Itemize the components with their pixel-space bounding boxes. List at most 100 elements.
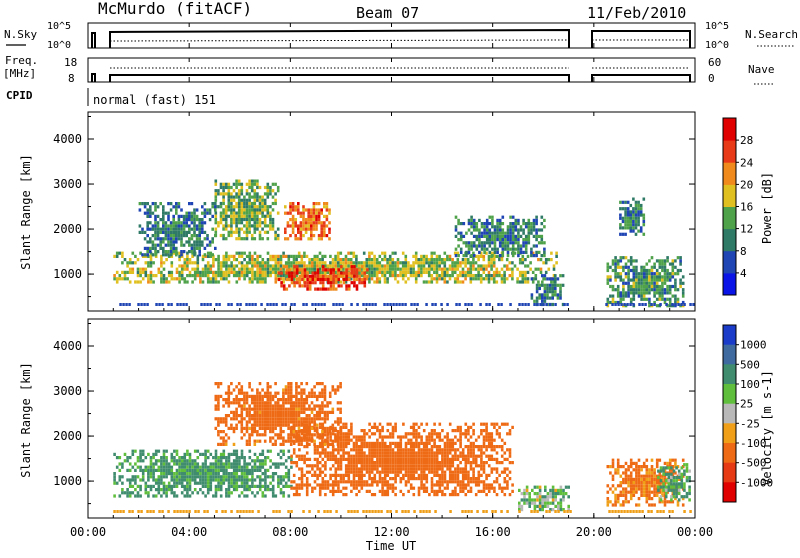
echo-cell — [217, 271, 220, 274]
echo-cell — [540, 271, 543, 274]
echo-cell — [457, 268, 460, 271]
echo-cell — [180, 237, 183, 240]
echo-cell — [355, 442, 358, 445]
echo-cell — [287, 212, 290, 215]
echo-cell — [637, 204, 640, 207]
echo-cell — [322, 268, 325, 271]
echo-cell — [441, 258, 444, 261]
echo-cell — [332, 464, 335, 467]
echo-cell — [300, 221, 303, 224]
echo-cell — [666, 279, 669, 282]
echo-cell — [261, 404, 264, 407]
echo-cell — [139, 485, 142, 488]
echo-cell — [236, 274, 239, 277]
echo-cell — [431, 261, 434, 264]
echo-cell — [335, 458, 338, 461]
echo-cell — [272, 221, 275, 224]
echo-cell — [246, 482, 249, 485]
echo-cell — [459, 445, 462, 448]
echo-cell — [635, 207, 638, 210]
echo-cell — [368, 252, 371, 255]
echo-cell — [462, 271, 465, 274]
echo-cell — [202, 482, 205, 485]
echo-cell — [241, 414, 244, 417]
echo-cell — [329, 435, 332, 438]
echo-cell — [522, 258, 525, 261]
echo-cell — [212, 258, 215, 261]
echo-cell — [312, 281, 315, 284]
echo-cell — [541, 284, 544, 287]
echo-cell — [387, 487, 390, 490]
echo-cell — [327, 278, 330, 281]
echo-cell — [338, 275, 341, 278]
echo-cell — [225, 215, 228, 218]
echo-cell — [246, 420, 249, 423]
echo-cell — [246, 427, 249, 430]
echo-cell — [220, 234, 223, 237]
echo-cell — [392, 448, 395, 451]
echo-cell — [289, 234, 292, 237]
echo-cell — [198, 218, 201, 221]
echo-cell — [511, 261, 514, 264]
echo-cell — [313, 224, 316, 227]
echo-cell — [379, 432, 382, 435]
echo-cell — [400, 490, 403, 493]
echo-cell — [522, 280, 525, 283]
echo-cell — [254, 494, 257, 497]
echo-cell — [498, 445, 501, 448]
echo-cell — [351, 275, 354, 278]
echo-cell — [267, 212, 270, 215]
echo-cell — [280, 284, 283, 287]
echo-cell — [175, 247, 178, 250]
echo-cell — [371, 480, 374, 483]
echo-cell — [309, 284, 312, 287]
echo-cell — [366, 480, 369, 483]
echo-cell — [467, 303, 470, 306]
echo-cell — [199, 277, 202, 280]
echo-cell — [319, 474, 322, 477]
echo-cell — [630, 223, 633, 226]
echo-cell — [254, 459, 257, 462]
echo-cell — [310, 208, 313, 211]
echo-cell — [272, 420, 275, 423]
echo-cell — [316, 467, 319, 470]
echo-cell — [157, 224, 160, 227]
echo-cell — [260, 303, 263, 306]
echo-cell — [282, 462, 285, 465]
echo-cell — [433, 445, 436, 448]
echo-cell — [159, 218, 162, 221]
echo-cell — [462, 280, 465, 283]
echo-cell — [355, 467, 358, 470]
echo-cell — [158, 482, 161, 485]
echo-cell — [259, 264, 262, 267]
echo-cell — [228, 189, 231, 192]
echo-cell — [439, 487, 442, 490]
echo-cell — [170, 250, 173, 253]
echo-cell — [420, 435, 423, 438]
echo-cell — [261, 237, 264, 240]
echo-cell — [129, 280, 132, 283]
echo-cell — [353, 281, 356, 284]
echo-cell — [170, 237, 173, 240]
echo-cell — [472, 423, 475, 426]
echo-cell — [483, 255, 486, 258]
echo-cell — [646, 298, 649, 301]
echo-cell — [347, 264, 350, 267]
echo-cell — [172, 250, 175, 253]
echo-cell — [509, 303, 512, 306]
echo-cell — [488, 435, 491, 438]
echo-cell — [147, 472, 150, 475]
echo-cell — [420, 455, 423, 458]
echo-cell — [230, 264, 233, 267]
echo-cell — [607, 298, 610, 301]
echo-cell — [546, 287, 549, 290]
echo-cell — [220, 456, 223, 459]
echo-cell — [302, 208, 305, 211]
echo-cell — [459, 426, 462, 429]
echo-cell — [322, 448, 325, 451]
echo-cell — [368, 448, 371, 451]
echo-cell — [485, 277, 488, 280]
echo-cell — [452, 442, 455, 445]
echo-cell — [462, 467, 465, 470]
echo-cell — [126, 456, 129, 459]
